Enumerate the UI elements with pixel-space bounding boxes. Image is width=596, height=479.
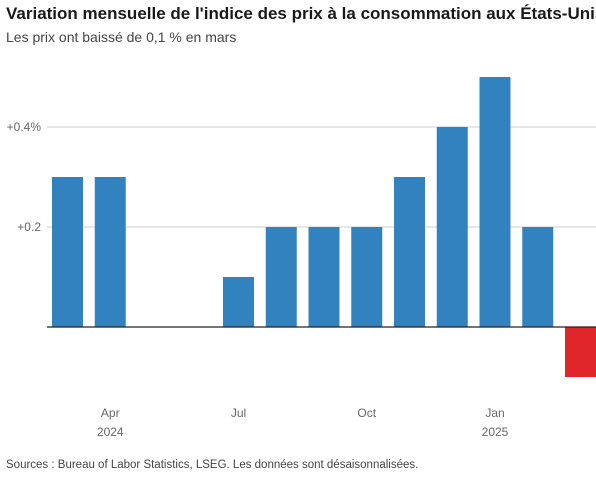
gridlines [47,126,596,228]
bar [351,227,383,327]
y-tick-label: +0.4% [7,120,42,134]
bar [436,127,468,327]
y-tick-label: +0.2 [17,220,41,234]
bar [565,327,596,377]
chart-title: Variation mensuelle de l'indice des prix… [6,4,596,23]
chart-subtitle: Les prix ont baissé de 0,1 % en mars [6,29,237,45]
bar [479,77,511,327]
bar [394,177,425,327]
x-tick-label: Jan [485,406,504,420]
bar [52,177,83,327]
x-tick-label: Oct [357,406,376,420]
bar [265,227,297,327]
x-tick-year-label: 2025 [482,425,509,439]
bars [52,77,596,377]
source-note: Sources : Bureau of Labor Statistics, LS… [6,459,419,471]
bar [522,227,554,327]
bar [308,227,340,327]
bar [94,177,126,327]
x-tick-year-label: 2024 [97,425,124,439]
x-tick-label: Jul [231,406,246,420]
x-tick-label: Apr [101,406,120,420]
tick-labels: +0.4% +0.2 Apr 2024 Jul Oct Jan 2025 [7,120,509,439]
bar [223,277,254,327]
